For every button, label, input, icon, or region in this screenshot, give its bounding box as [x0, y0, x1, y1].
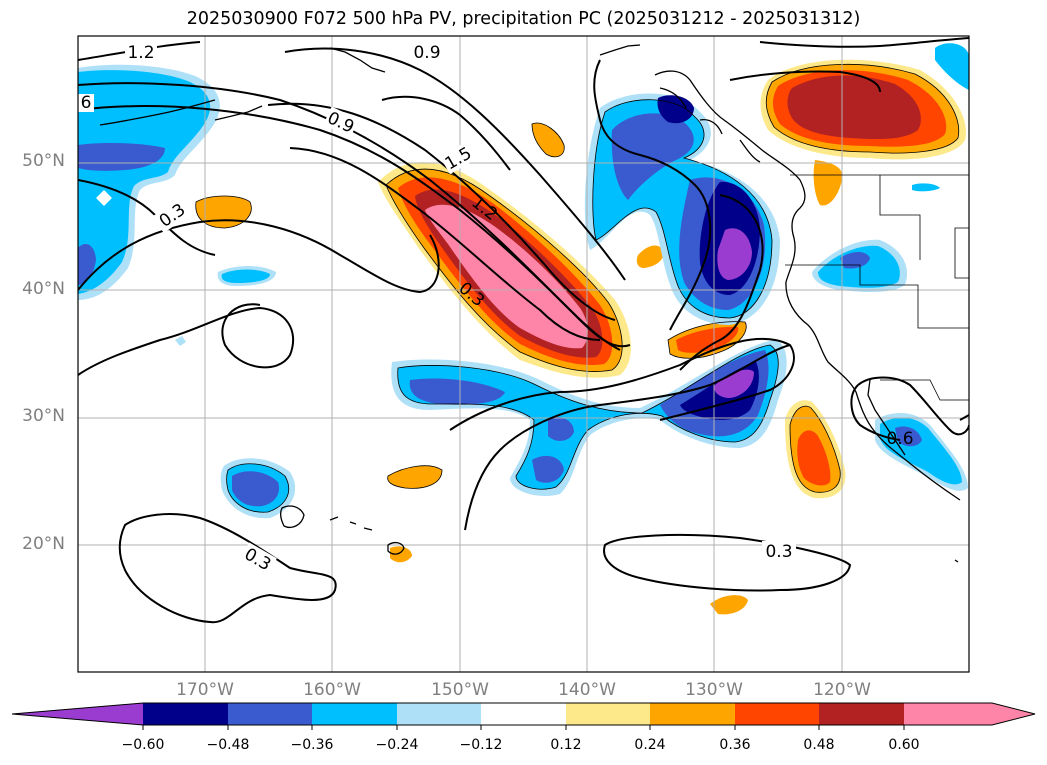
lat-label-20n: 20°N — [22, 534, 65, 554]
colorbar-bin — [143, 703, 228, 725]
colorbar-tick-label: 0.12 — [550, 737, 582, 753]
colorbar-tick-label: 0.48 — [803, 737, 835, 753]
colorbar-bin — [566, 703, 650, 725]
lon-label-170w: 170°W — [176, 680, 234, 700]
lon-label-130w: 130°W — [685, 680, 743, 700]
lat-label-40n: 40°N — [22, 279, 65, 299]
northeast-positive-anomaly — [760, 59, 966, 206]
colorbar-extend-high — [904, 703, 1035, 725]
lon-label-120w: 120°W — [813, 680, 871, 700]
colorbar-tick-label: 0.60 — [888, 737, 920, 753]
pacific-northwest-negative-anomaly — [584, 93, 780, 325]
lat-label-30n: 30°N — [22, 406, 65, 426]
figure-title: 2025030900 F072 500 hPa PV, precipitatio… — [186, 9, 861, 29]
colorbar-bin — [819, 703, 904, 725]
contour-label: 1.2 — [127, 43, 154, 63]
colorbar-bin — [735, 703, 819, 725]
contour-label: 0.3 — [765, 542, 792, 562]
colorbar-bin — [312, 703, 397, 725]
colorbar-bin — [481, 703, 566, 725]
anomaly-outlines — [195, 63, 960, 513]
western-negative-anomaly — [78, 64, 296, 519]
map-frame — [77, 35, 970, 673]
colorbar-bin — [228, 703, 312, 725]
contour-label: 6 — [81, 93, 92, 113]
main-pv-streamer-anomaly — [378, 162, 631, 378]
colorbar-tick-label: 0.24 — [634, 737, 666, 753]
colorbar-extend-low — [12, 703, 143, 725]
colorbar-bin — [397, 703, 481, 725]
east-negative-anomalies — [812, 43, 969, 491]
small-positive-anomalies — [195, 123, 846, 615]
contour-label: 0.9 — [413, 43, 440, 63]
colorbar-tick-label: −0.48 — [206, 737, 250, 753]
lon-label-140w: 140°W — [558, 680, 616, 700]
map-gridlines — [78, 36, 969, 672]
lon-label-160w: 160°W — [303, 680, 361, 700]
colorbar-tick-label: −0.36 — [290, 737, 334, 753]
colorbar-bin — [650, 703, 735, 725]
political-borders — [785, 174, 969, 401]
colorbar — [11, 702, 1036, 730]
lat-label-50n: 50°N — [22, 151, 65, 171]
colorbar-tick-label: −0.60 — [121, 737, 165, 753]
lon-label-150w: 150°W — [431, 680, 489, 700]
colorbar-tick-label: −0.12 — [459, 737, 503, 753]
colorbar-tick-label: 0.36 — [719, 737, 751, 753]
contour-label: 0.6 — [886, 429, 913, 449]
map-plot-area: 1.2 0.9 6 0.9 1.5 1.2 0.3 0.3 0.3 0.3 0.… — [78, 36, 969, 672]
colorbar-tick-label: −0.24 — [375, 737, 419, 753]
